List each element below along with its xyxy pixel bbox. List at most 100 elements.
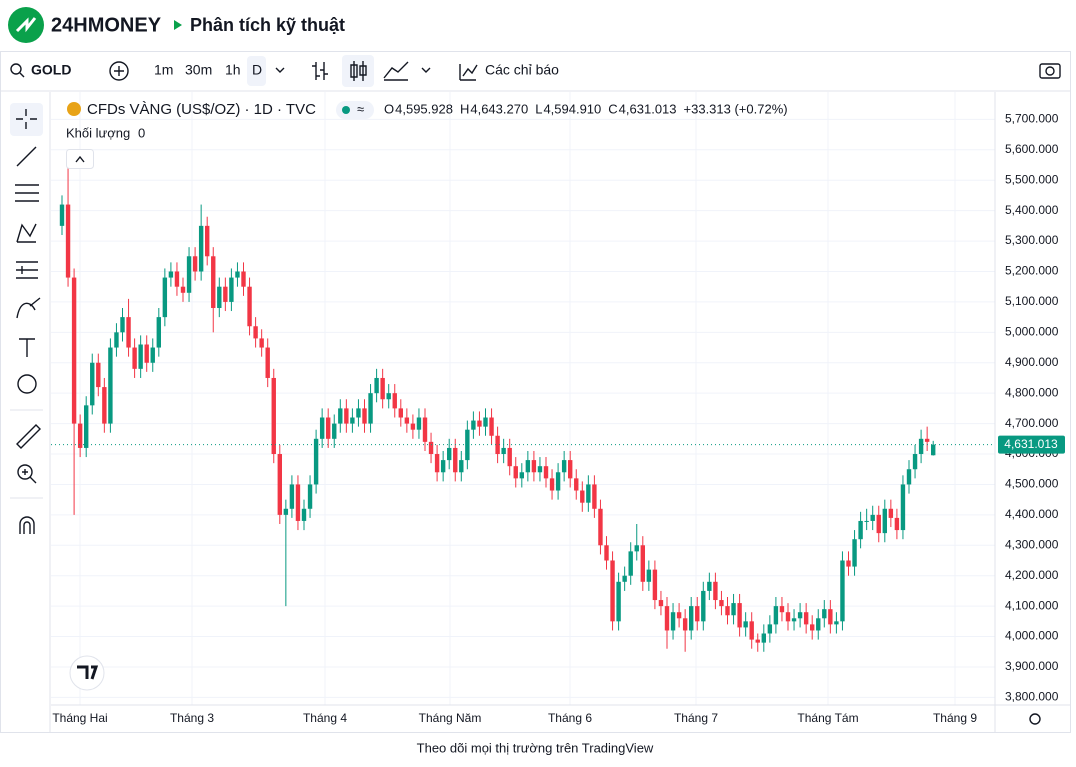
fib-tool[interactable] (15, 184, 39, 202)
ohlc-key: C (608, 101, 617, 116)
candle-body (676, 612, 682, 619)
candle-body (283, 508, 289, 515)
candles-icon (350, 61, 367, 81)
bar-style[interactable] (312, 62, 328, 80)
candle-body (743, 621, 748, 628)
indicators-button[interactable]: Các chỉ báo (459, 62, 559, 81)
candle-style-active[interactable] (342, 55, 374, 87)
candle-body (646, 569, 652, 582)
candle-body (132, 347, 137, 369)
footer-link[interactable]: Theo dõi mọi thị trường trên TradingView (417, 740, 654, 755)
candle-body (858, 520, 863, 540)
candle-body (332, 423, 337, 439)
candle-body (313, 438, 319, 485)
candle-body (398, 408, 403, 418)
y-tick-label: 4,000.000 (1005, 629, 1059, 643)
candle-body (428, 441, 434, 455)
candle-body (610, 560, 615, 622)
candle-body (713, 581, 718, 601)
symbol-search[interactable]: GOLD (10, 62, 71, 78)
candle-body (525, 460, 531, 473)
x-tick-label: Tháng 7 (674, 711, 718, 725)
candle-body (380, 377, 385, 400)
candle-body (761, 633, 766, 643)
search-icon (10, 63, 22, 75)
candle-body (797, 612, 803, 619)
collapse-button[interactable] (66, 149, 94, 169)
candle-body (156, 317, 161, 348)
candle-body (326, 417, 331, 439)
candles (51, 165, 995, 652)
candle-body (235, 271, 240, 278)
interval-dropdown[interactable] (275, 67, 285, 73)
candle-body (211, 256, 216, 308)
candle-body (114, 332, 119, 348)
candle-body (180, 286, 186, 293)
candle-body (108, 347, 113, 424)
candle-body (416, 417, 422, 430)
widget-frame (0, 51, 1071, 733)
candle-body (71, 277, 77, 424)
text-tool[interactable] (19, 338, 35, 357)
candle-body (483, 417, 488, 427)
candle-body (828, 609, 833, 625)
candle-body (592, 484, 597, 509)
interval[interactable]: 30m (185, 62, 212, 78)
candle-body (816, 618, 821, 631)
candle-body (477, 420, 482, 427)
brush-tool[interactable] (16, 297, 41, 319)
candle-body (265, 347, 270, 378)
crosshair-tool[interactable] (10, 103, 43, 136)
style-dropdown[interactable] (421, 67, 431, 73)
crosshair-icon (16, 109, 37, 129)
magnet-tool[interactable] (19, 516, 35, 534)
pattern-tool[interactable] (16, 223, 37, 243)
ohlc-key: L (535, 101, 542, 116)
candle-body (918, 438, 924, 455)
y-tick-label: 5,100.000 (1005, 294, 1059, 308)
candle-body (755, 639, 760, 643)
logo[interactable]: 24HMONEY (8, 7, 162, 43)
candle-body (434, 454, 440, 473)
camera-lens (1045, 66, 1055, 76)
compare-button[interactable] (109, 61, 129, 81)
candle-body (186, 256, 192, 293)
interval[interactable]: D (252, 62, 262, 78)
interval[interactable]: 1m (154, 62, 173, 78)
area-style[interactable] (383, 61, 409, 81)
indicators-label: Các chỉ báo (485, 62, 559, 78)
candle-body (501, 447, 506, 455)
candle-body (59, 204, 65, 226)
interval[interactable]: 1h (225, 62, 241, 78)
candle-body (900, 484, 906, 531)
trend-line-tool[interactable] (16, 146, 37, 167)
candle-body (568, 460, 573, 479)
candle-body (319, 417, 325, 439)
prediction-tool[interactable] (16, 261, 38, 279)
candle-body (410, 423, 416, 430)
plus-circle (109, 61, 129, 81)
candle-body (229, 277, 234, 302)
zoom-tool[interactable] (17, 464, 33, 480)
market-open-dot (342, 106, 350, 114)
y-tick-label: 5,300.000 (1005, 233, 1059, 247)
candle-body (598, 508, 603, 546)
ohlc-value: 4,594.910 (543, 101, 601, 116)
candle-body (616, 581, 621, 622)
candle-body (247, 286, 252, 327)
axes: 3,800.000 3,900.000 4,000.000 4,100.000 4,20… (52, 112, 1065, 725)
camera-body (1039, 63, 1061, 79)
candle-body (924, 438, 930, 442)
candle-body (810, 624, 815, 631)
candle-body (779, 606, 785, 613)
candle-body (295, 484, 301, 521)
ruler-tool[interactable] (16, 424, 41, 449)
snapshot-button[interactable] (1039, 63, 1061, 79)
area-icon (383, 61, 409, 81)
settings-button[interactable] (1029, 713, 1041, 725)
emoji-tool[interactable] (17, 374, 37, 394)
y-tick-label: 5,200.000 (1005, 264, 1059, 278)
candle-body (386, 393, 391, 400)
candle-body (301, 508, 307, 521)
